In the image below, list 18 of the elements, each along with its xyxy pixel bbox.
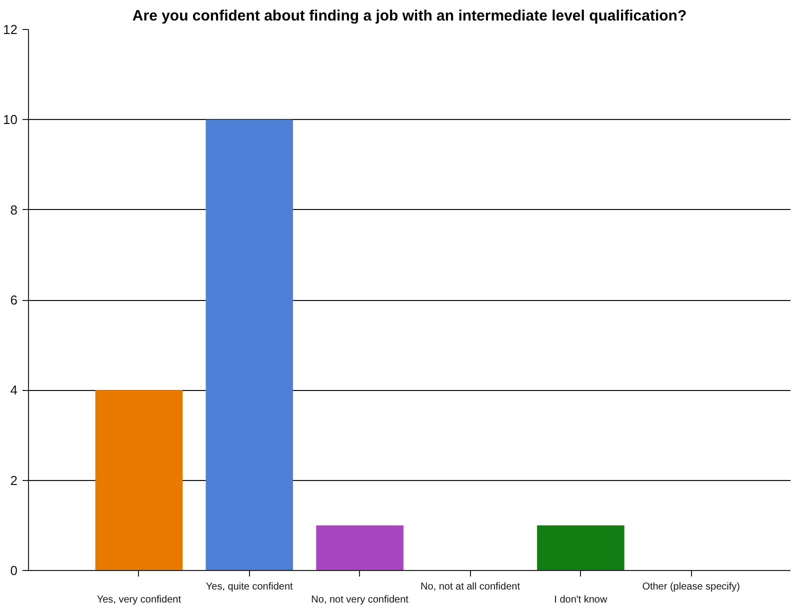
x-tick-label: No, not very confident [311, 594, 409, 606]
y-tick-label: 2 [10, 472, 18, 488]
x-tick-label: No, not at all confident [420, 582, 520, 592]
y-tick-label: 10 [3, 112, 18, 128]
x-tick-label: Other (please specify) [642, 582, 740, 592]
chart-title: Are you confident about finding a job with an intermediate level qualification? [132, 8, 687, 24]
y-tick-label: 6 [10, 292, 18, 308]
x-tick-label: Yes, very confident [96, 594, 182, 606]
bar [206, 120, 293, 570]
y-tick-label: 0 [10, 563, 18, 578]
bar [537, 525, 624, 570]
bar [316, 525, 404, 570]
y-tick-label: 4 [10, 382, 18, 398]
x-tick-label: I don't know [554, 594, 608, 606]
y-tick-label: 8 [10, 202, 18, 218]
x-tick-label: Yes, quite confident [206, 582, 294, 592]
bar [95, 390, 183, 570]
y-tick-label: 12 [3, 22, 18, 37]
